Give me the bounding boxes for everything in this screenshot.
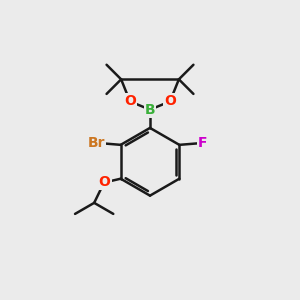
Text: B: B (145, 103, 155, 117)
Text: O: O (164, 94, 176, 108)
Text: O: O (124, 94, 136, 108)
Text: O: O (98, 175, 110, 189)
Text: F: F (198, 136, 208, 150)
Text: Br: Br (88, 136, 105, 150)
